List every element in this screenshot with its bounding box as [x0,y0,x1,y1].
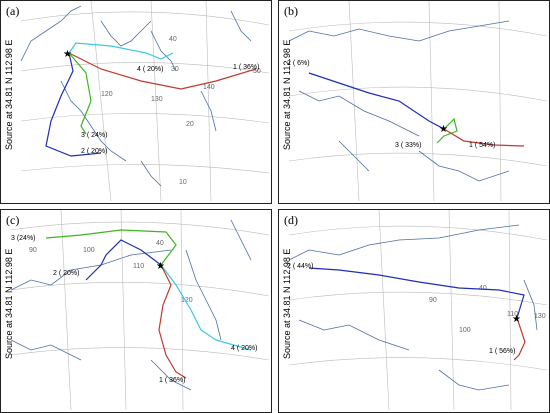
grid-label: 20 [186,121,194,128]
source-marker-star-icon: ★ [63,49,72,60]
map-a: 50 40 30 140 130 120 20 10 ★ 1 ( 36%) 2 … [0,0,272,204]
trajectory-2 [45,52,102,157]
grid-label: 140 [203,84,215,91]
gridlines [20,1,270,202]
trajectory-label-3: 3 ( 33%) [395,142,421,149]
gridlines [288,210,548,411]
trajectory-3 [45,229,177,266]
grid-label: 120 [181,297,193,304]
trajectory-4 [68,42,174,60]
trajectory-label-3: 3 (24%) [11,235,36,242]
gridlines [10,210,270,411]
trajectory-label-1: 1 ( 54%) [469,142,495,149]
grid-label: 40 [156,240,164,247]
grid-label: 40 [479,285,487,292]
trajectory-label-3: 3 ( 24%) [81,132,107,139]
source-caption: Source at 34.81 N 112.98 E [4,39,14,150]
trajectory-4 [160,264,252,351]
trajectory-label-4: 4 ( 20%) [231,345,257,352]
trajectory-label-4: 4 ( 20%) [137,66,163,73]
grid-label: 100 [83,247,95,254]
panel-a: 50 40 30 140 130 120 20 10 ★ 1 ( 36%) 2 … [0,0,272,204]
trajectory-1 [513,317,526,361]
trajectory-label-2: 2 ( 44%) [287,263,313,270]
panel-label: (a) [6,4,20,18]
source-caption: Source at 34.81 N 112.98 E [4,248,14,359]
trajectory-label-2: 2 ( 6%) [287,60,310,67]
grid-label: 90 [29,247,37,254]
trajectory-3 [68,52,92,135]
coastline [288,224,538,391]
source-marker-star-icon: ★ [439,124,448,135]
coastline [20,5,252,187]
panel-label: (c) [6,213,20,227]
trajectory-label-2: 2 ( 20%) [53,270,79,277]
source-caption: Source at 34.81 N 112.98 E [282,39,292,150]
trajectory-label-1: 1 ( 36%) [159,377,185,384]
trajectory-1 [158,264,187,379]
grid-label: 130 [151,96,163,103]
trajectory-1 [68,52,257,90]
panel-d: 90 100 110 40 130 ★ 2 ( 44%) 1 ( 56%) (d… [278,209,550,413]
panel-label: (d) [284,213,298,227]
trajectory-1 [443,128,525,147]
map-d: 90 100 110 40 130 ★ 2 ( 44%) 1 ( 56%) [278,209,550,413]
panel-b: ★ 2 ( 6%) 3 ( 33%) 1 ( 54%) (b) Source a… [278,0,550,204]
panel-label: (b) [284,4,298,18]
coastline [10,219,252,391]
source-marker-star-icon: ★ [512,314,521,325]
source-caption: Source at 34.81 N 112.98 E [282,248,292,359]
trajectory-label-1: 1 ( 36%) [233,64,259,71]
source-marker-star-icon: ★ [156,261,165,272]
grid-label: 10 [179,179,187,186]
coastline [288,20,510,182]
grid-label: 40 [169,36,177,43]
grid-label: 130 [534,313,546,320]
trajectory-2 [308,267,525,319]
grid-label: 110 [133,263,144,270]
grid-label: 30 [171,66,179,73]
panel-c: 90 100 110 120 40 ★ 3 (24%) 2 ( 20%) 4 (… [0,209,272,413]
trajectory-3 [436,117,458,144]
trajectory-2 [85,239,162,281]
grid-label: 120 [101,91,113,98]
trajectory-2 [308,72,445,130]
gridlines [288,1,548,202]
map-b: ★ 2 ( 6%) 3 ( 33%) 1 ( 54%) [278,0,550,204]
trajectory-label-1: 1 ( 56%) [489,348,515,355]
trajectory-label-2: 2 ( 20%) [81,148,107,155]
grid-label: 50 [253,68,261,75]
grid-label: 90 [429,297,437,304]
grid-label: 110 [507,311,518,318]
grid-label: 100 [459,327,471,334]
map-c: 90 100 110 120 40 ★ 3 (24%) 2 ( 20%) 4 (… [0,209,272,413]
